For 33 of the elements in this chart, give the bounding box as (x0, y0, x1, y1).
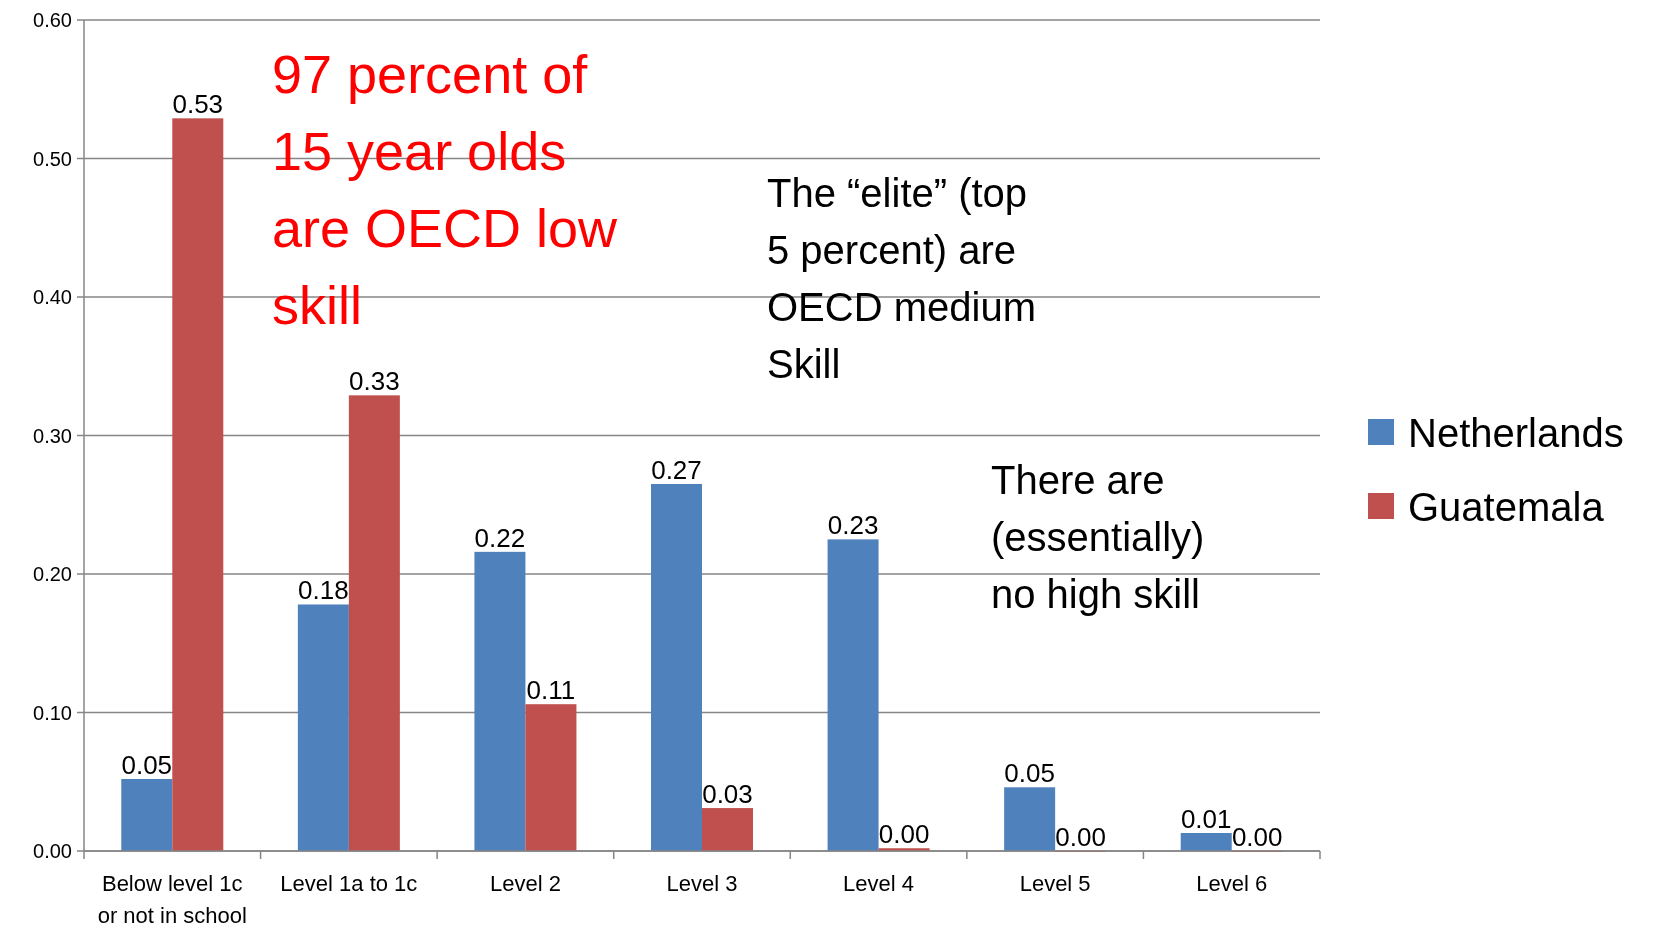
data-label: 0.33 (349, 366, 400, 397)
x-tick-label: Level 5 (1019, 871, 1091, 896)
y-tick-label: 0.10 (33, 701, 72, 724)
data-label: 0.00 (1055, 822, 1106, 852)
y-tick-label: 0.30 (33, 424, 72, 447)
data-label: 0.22 (474, 522, 526, 553)
annotation: There are (essentially) no high skill (991, 458, 1205, 616)
data-label: 0.00 (1231, 822, 1283, 852)
x-tick-label: Below level 1c or not in school (97, 871, 247, 928)
annotation: The “elite” (top 5 percent) are OECD medium Skill (767, 171, 1036, 386)
data-label: 0.53 (172, 89, 224, 120)
legend-label: Guatemala (1408, 485, 1605, 529)
y-tick-label: 0.00 (33, 840, 72, 862)
annotation: 97 percent of 15 year olds are OECD low skill (272, 44, 619, 335)
data-label: 0.01 (1180, 803, 1232, 834)
data-label: 0.18 (298, 575, 349, 606)
data-label: 0.03 (702, 779, 753, 810)
data-label: 0.05 (1004, 758, 1055, 789)
data-label: 0.05 (121, 749, 173, 780)
data-label: 0.27 (651, 454, 702, 485)
x-tick-label: Level 6 (1196, 871, 1268, 896)
legend-label: Netherlands (1408, 411, 1624, 455)
y-tick-label: 0.40 (33, 286, 72, 308)
x-tick-label: Level 3 (666, 871, 738, 896)
y-tick-label: 0.60 (33, 9, 72, 31)
data-label: 0.23 (827, 510, 879, 541)
y-tick-label: 0.50 (33, 147, 72, 170)
data-label: 0.11 (526, 675, 576, 706)
x-tick-label: Level 1a to 1c (280, 871, 418, 896)
y-tick-label: 0.20 (33, 563, 72, 585)
x-tick-label: Level 2 (489, 871, 561, 896)
x-tick-label: Level 4 (843, 871, 915, 896)
data-label: 0.00 (878, 819, 930, 850)
